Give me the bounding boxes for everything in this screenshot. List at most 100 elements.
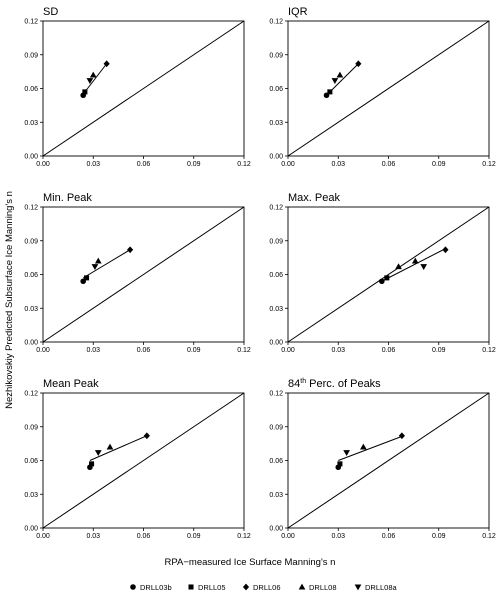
y-tick-label: 0.06 xyxy=(269,458,283,465)
y-tick-label: 0.12 xyxy=(269,205,283,212)
panel-title: Mean Peak xyxy=(43,378,99,390)
x-tick-label: 0.06 xyxy=(137,533,151,540)
one-to-one-line xyxy=(42,20,245,157)
panel-1: SD 0.000.00 0.03 0.03 0.06 0.06 0.09 0.09 0.12 0.… xyxy=(24,6,251,168)
x-tick-label: 0.12 xyxy=(237,533,251,540)
x-tick-label: 0.03 xyxy=(86,347,100,354)
x-tick-label: 0.12 xyxy=(237,347,251,354)
panel-4: Max. Peak 0.000.00 0.03 0.03 0.06 0.06 0.09 0.0… xyxy=(269,192,496,354)
one-to-one-line xyxy=(42,392,245,529)
x-tick-label: 0.00 xyxy=(281,161,295,168)
legend-item-drll08a: DRLL08a xyxy=(354,583,398,592)
data-point-drll08 xyxy=(94,257,102,264)
fit-line xyxy=(82,249,131,279)
legend-marker-diamond xyxy=(242,583,250,591)
x-tick-label: 0.06 xyxy=(382,161,396,168)
panel-title: IQR xyxy=(288,6,308,18)
panel-title: Min. Peak xyxy=(43,192,92,204)
data-point-drll08 xyxy=(106,443,114,450)
y-tick-label: 0.00 xyxy=(24,526,38,533)
data-point-drll08a xyxy=(94,450,102,456)
x-tick-label: 0.00 xyxy=(281,347,295,354)
data-point-drll08a xyxy=(86,78,94,84)
x-tick-label: 0.12 xyxy=(482,533,496,540)
legend-item-drll05: DRLL05 xyxy=(188,583,226,592)
data-point-drll03b xyxy=(379,278,385,285)
fit-line xyxy=(338,435,404,461)
y-tick-label: 0.00 xyxy=(269,526,283,533)
y-tick-label: 0.03 xyxy=(24,120,38,127)
legend-item-drll06: DRLL06 xyxy=(242,583,281,592)
x-tick-label: 0.09 xyxy=(432,533,446,540)
data-point-drll08 xyxy=(336,71,344,78)
y-tick-label: 0.00 xyxy=(269,340,283,347)
data-point-drll08 xyxy=(89,71,97,78)
y-tick-label: 0.09 xyxy=(269,52,283,59)
legend-item-drll03b: DRLL03b xyxy=(130,583,172,592)
x-tick-label: 0.00 xyxy=(36,161,50,168)
panel-grid: SD0.000.000.030.030.060.060.090.090.120.… xyxy=(24,6,496,540)
legend-marker-square xyxy=(188,584,194,590)
y-tick-label: 0.12 xyxy=(269,391,283,398)
y-tick-label: 0.00 xyxy=(269,154,283,161)
y-axis-label: Nezhikovskiy Predicted Subsurface Ice Ma… xyxy=(4,191,15,409)
data-point-drll08 xyxy=(411,257,419,264)
y-tick-label: 0.09 xyxy=(24,424,38,431)
legend: DRLL03b DRLL05 DRLL06 DRLL08 DRLL08a xyxy=(130,583,398,592)
panel-title: Max. Peak xyxy=(288,192,340,204)
one-to-one-line xyxy=(287,20,490,157)
one-to-one-line xyxy=(287,392,490,529)
y-tick-label: 0.09 xyxy=(269,424,283,431)
y-tick-label: 0.06 xyxy=(24,458,38,465)
x-tick-label: 0.09 xyxy=(187,533,201,540)
data-point-drll08a xyxy=(420,264,428,270)
legend-marker-triangle-down xyxy=(354,584,362,591)
legend-label: DRLL05 xyxy=(198,583,226,592)
panel-title: SD xyxy=(43,6,58,18)
one-to-one-line xyxy=(287,206,490,343)
y-tick-label: 0.03 xyxy=(269,306,283,313)
panel-5: Mean Peak 0.000.00 0.03 0.03 0.06 0.06 0.09 0.0… xyxy=(24,378,251,540)
data-point-drll08a xyxy=(91,264,99,270)
fit-line xyxy=(381,248,446,282)
data-point-drll06 xyxy=(355,60,362,68)
y-tick-label: 0.12 xyxy=(24,205,38,212)
x-tick-label: 0.12 xyxy=(482,347,496,354)
data-point-drll05 xyxy=(384,275,390,281)
data-point-drll05 xyxy=(327,89,333,95)
fit-line xyxy=(82,63,108,95)
y-tick-label: 0.06 xyxy=(24,272,38,279)
y-tick-label: 0.09 xyxy=(24,238,38,245)
x-tick-label: 0.03 xyxy=(86,161,100,168)
x-tick-label: 0.06 xyxy=(382,347,396,354)
y-tick-label: 0.12 xyxy=(269,19,283,26)
data-point-drll08 xyxy=(395,263,402,270)
legend-label: DRLL03b xyxy=(140,583,172,592)
y-tick-label: 0.09 xyxy=(24,52,38,59)
x-tick-label: 0.06 xyxy=(137,347,151,354)
data-point-drll06 xyxy=(398,432,405,440)
data-point-drll05 xyxy=(89,461,95,467)
x-tick-label: 0.00 xyxy=(36,533,50,540)
x-tick-label: 0.09 xyxy=(432,347,446,354)
panel-6: 84th Perc. of Peaks 0.000.00 0.03 0.03 0.06 0… xyxy=(269,378,496,540)
panel-title: 84th Perc. of Peaks xyxy=(288,378,381,390)
data-point-drll08a xyxy=(343,450,350,456)
y-tick-label: 0.06 xyxy=(269,272,283,279)
y-tick-label: 0.03 xyxy=(24,492,38,499)
data-point-drll06 xyxy=(103,60,110,68)
data-point-drll08 xyxy=(360,443,367,450)
y-tick-label: 0.03 xyxy=(269,120,283,127)
legend-item-drll08: DRLL08 xyxy=(298,583,337,592)
y-tick-label: 0.06 xyxy=(269,86,283,93)
y-tick-label: 0.03 xyxy=(269,492,283,499)
data-point-drll06 xyxy=(143,432,150,440)
x-tick-label: 0.03 xyxy=(331,347,345,354)
y-tick-label: 0.12 xyxy=(24,391,38,398)
x-tick-label: 0.09 xyxy=(432,161,446,168)
fit-line xyxy=(89,435,148,461)
panel-2: IQR 0.000.00 0.03 0.03 0.06 0.06 0.09 0.09 0.12 0… xyxy=(269,6,496,168)
x-tick-label: 0.03 xyxy=(331,161,345,168)
data-point-drll06 xyxy=(127,246,134,254)
